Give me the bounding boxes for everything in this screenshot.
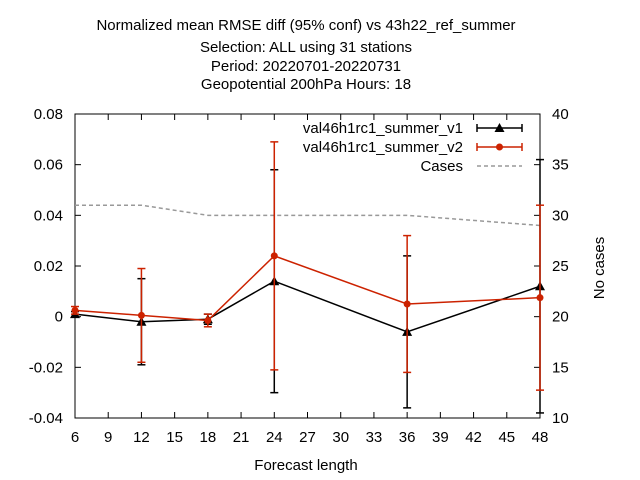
- title-line-1: Normalized mean RMSE diff (95% conf) vs …: [96, 17, 515, 34]
- x-tick-label: 15: [166, 429, 183, 446]
- title-line-3: Period: 20220701-20220731: [211, 58, 401, 75]
- y2-tick-label: 25: [552, 258, 569, 275]
- y-tick-label: 0.04: [34, 207, 63, 224]
- title-line-2: Selection: ALL using 31 stations: [200, 39, 412, 56]
- series-line-v1: [74, 280, 541, 333]
- legend-marker-v2: [496, 143, 503, 151]
- x-tick-label: 42: [465, 429, 482, 446]
- axis-ticks: 6 9 12 15 18 21 24 27 30 33 36 39 42 45 48 -0.04 -0.02 0 0…: [29, 106, 569, 446]
- series-layer: [70, 141, 545, 414]
- y2-tick-label: 15: [552, 359, 569, 376]
- data-point-v2: [536, 294, 544, 302]
- legend-label-cases: Cases: [420, 158, 463, 175]
- chart-title: Normalized mean RMSE diff (95% conf) vs …: [96, 17, 515, 93]
- x-tick-label: 48: [532, 429, 549, 446]
- y2-axis-label: No cases: [591, 237, 608, 300]
- legend-marker-v1: [494, 123, 505, 132]
- x-tick-label: 30: [332, 429, 349, 446]
- y-tick-label: 0.06: [34, 157, 63, 174]
- data-point-v2: [71, 306, 79, 314]
- x-tick-label: 6: [71, 429, 79, 446]
- legend: val46h1rc1_summer_v1 val46h1rc1_summer_v…: [303, 120, 523, 175]
- y2-tick-label: 40: [552, 106, 569, 123]
- series-line-v2: [74, 255, 541, 322]
- y-tick-label: -0.04: [29, 410, 63, 427]
- y2-tick-label: 20: [552, 309, 569, 326]
- y-tick-label: -0.02: [29, 359, 63, 376]
- y-tick-label: 0.08: [34, 106, 63, 123]
- data-point-v2: [270, 252, 278, 260]
- x-axis-label: Forecast length: [254, 457, 357, 474]
- y-tick-label: 0.02: [34, 258, 63, 275]
- x-tick-label: 12: [133, 429, 150, 446]
- x-tick-label: 39: [432, 429, 449, 446]
- data-point-v2: [204, 316, 212, 324]
- x-tick-label: 27: [299, 429, 316, 446]
- data-point-v2: [403, 300, 411, 308]
- data-point-v2: [137, 311, 145, 319]
- x-tick-label: 24: [266, 429, 283, 446]
- y-tick-label: 0: [55, 309, 63, 326]
- title-line-4: Geopotential 200hPa Hours: 18: [201, 76, 411, 93]
- y2-tick-label: 35: [552, 157, 569, 174]
- legend-label-v1: val46h1rc1_summer_v1: [303, 120, 463, 137]
- x-tick-label: 45: [498, 429, 515, 446]
- legend-label-v2: val46h1rc1_summer_v2: [303, 139, 463, 156]
- y2-tick-label: 10: [552, 410, 569, 427]
- x-tick-label: 18: [200, 429, 217, 446]
- x-tick-label: 9: [104, 429, 112, 446]
- series-v2: [71, 141, 544, 391]
- y2-tick-label: 30: [552, 207, 569, 224]
- x-tick-label: 33: [366, 429, 383, 446]
- x-tick-label: 21: [233, 429, 250, 446]
- x-tick-label: 36: [399, 429, 416, 446]
